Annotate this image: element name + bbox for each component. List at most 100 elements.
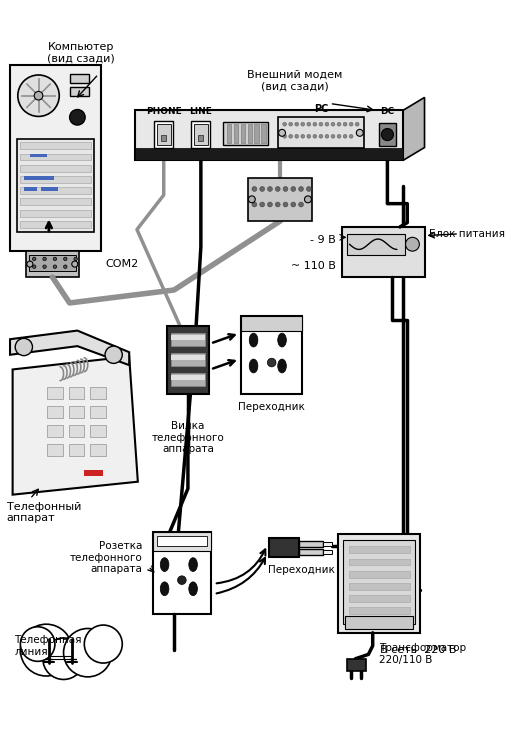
Circle shape — [381, 128, 393, 141]
Text: ~ 110 В: ~ 110 В — [290, 261, 335, 271]
Bar — [337, 534, 419, 633]
Text: Внешний модем
(вид сзади): Внешний модем (вид сзади) — [247, 70, 342, 91]
Circle shape — [306, 186, 311, 192]
Circle shape — [278, 129, 285, 137]
Bar — [152, 532, 211, 550]
Circle shape — [53, 265, 57, 269]
Text: - 9 В: - 9 В — [309, 235, 335, 245]
Bar — [348, 559, 409, 565]
Bar — [69, 444, 84, 456]
Circle shape — [259, 202, 264, 207]
Circle shape — [330, 134, 334, 138]
Bar — [20, 176, 91, 183]
Bar — [344, 616, 413, 628]
Bar — [348, 595, 409, 602]
Bar — [348, 583, 409, 589]
Text: Блок питания: Блок питания — [428, 229, 504, 239]
Bar — [346, 658, 365, 671]
Bar — [20, 221, 91, 228]
Bar — [135, 110, 402, 161]
Circle shape — [324, 134, 328, 138]
Circle shape — [267, 186, 272, 192]
Circle shape — [248, 196, 255, 203]
Text: Компьютер
(вид сзади): Компьютер (вид сзади) — [47, 42, 115, 64]
Circle shape — [342, 134, 346, 138]
Ellipse shape — [160, 558, 169, 572]
Circle shape — [43, 638, 84, 680]
Bar — [10, 65, 100, 251]
Bar — [135, 148, 402, 161]
Circle shape — [259, 186, 264, 192]
Bar — [90, 387, 106, 399]
Bar — [47, 406, 63, 418]
Bar — [69, 387, 84, 399]
Bar — [24, 187, 37, 191]
Ellipse shape — [160, 582, 169, 596]
Circle shape — [43, 265, 46, 269]
Text: Телефонный
аппарат: Телефонный аппарат — [7, 501, 81, 523]
Bar — [170, 374, 205, 379]
Circle shape — [294, 123, 298, 126]
Bar — [240, 124, 244, 143]
Circle shape — [307, 134, 310, 138]
Circle shape — [43, 257, 46, 261]
Bar — [299, 541, 323, 548]
Circle shape — [64, 265, 67, 269]
Bar — [193, 124, 208, 145]
Bar — [226, 124, 231, 143]
Circle shape — [405, 237, 419, 251]
Bar — [277, 117, 364, 148]
Bar — [378, 123, 395, 146]
Circle shape — [282, 134, 286, 138]
Bar — [20, 198, 91, 206]
Circle shape — [70, 109, 85, 125]
Circle shape — [105, 346, 122, 363]
Circle shape — [300, 134, 304, 138]
Circle shape — [348, 123, 352, 126]
Bar — [157, 536, 207, 547]
Bar — [157, 124, 170, 145]
Bar — [348, 547, 409, 553]
Circle shape — [275, 186, 280, 192]
Circle shape — [330, 123, 334, 126]
Text: Розетка
телефонного
аппарата: Розетка телефонного аппарата — [69, 541, 142, 574]
Polygon shape — [10, 330, 129, 365]
Bar — [170, 353, 205, 366]
Bar — [348, 570, 409, 578]
Circle shape — [20, 624, 72, 676]
Text: COM2: COM2 — [105, 259, 138, 269]
Text: Переходник: Переходник — [238, 402, 305, 413]
Ellipse shape — [277, 359, 286, 373]
Bar — [247, 124, 251, 143]
Text: В сеть  220 В: В сеть 220 В — [379, 645, 455, 655]
Circle shape — [267, 358, 275, 367]
Bar — [47, 444, 63, 456]
Text: LINE: LINE — [189, 107, 212, 117]
Circle shape — [348, 134, 352, 138]
Circle shape — [290, 186, 295, 192]
Bar — [29, 255, 76, 271]
Bar — [161, 134, 166, 142]
Bar — [17, 139, 93, 232]
Circle shape — [32, 257, 36, 261]
Bar — [84, 470, 103, 476]
Bar — [69, 406, 84, 418]
Circle shape — [282, 123, 286, 126]
Circle shape — [275, 202, 280, 207]
Polygon shape — [13, 357, 137, 495]
Circle shape — [34, 91, 43, 100]
Circle shape — [267, 202, 272, 207]
Circle shape — [304, 196, 311, 203]
Ellipse shape — [277, 333, 286, 347]
Ellipse shape — [249, 333, 258, 347]
Bar — [47, 387, 63, 399]
Bar — [20, 142, 91, 149]
Text: Трансформатор
220/110 В: Трансформатор 220/110 В — [378, 643, 465, 665]
Text: Переходник: Переходник — [267, 565, 334, 575]
Bar — [241, 316, 301, 393]
Circle shape — [356, 129, 363, 137]
Bar — [90, 425, 106, 437]
Circle shape — [282, 186, 287, 192]
Bar — [233, 124, 237, 143]
Circle shape — [74, 257, 77, 261]
